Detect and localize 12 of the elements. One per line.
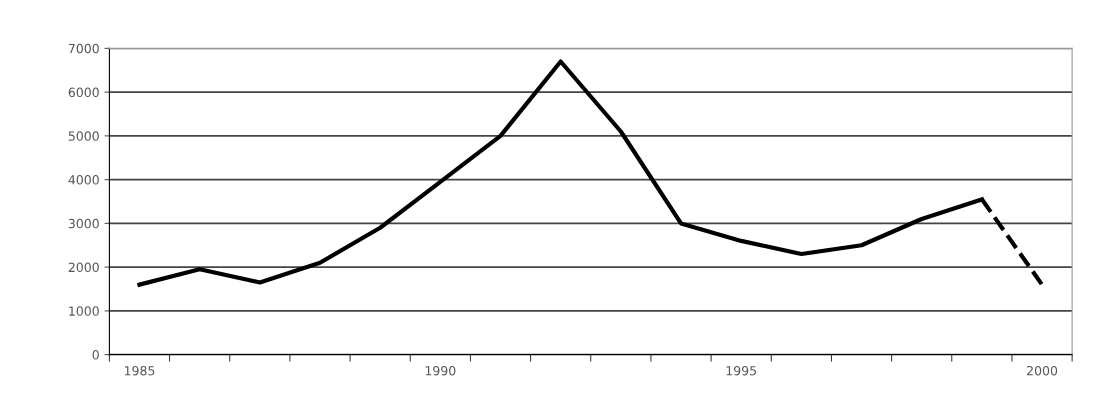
y-tick-label: 4000: [68, 175, 99, 185]
y-tick-label: 7000: [68, 43, 99, 54]
x-tick-label: 1995: [726, 365, 756, 376]
x-tick-label: 1990: [425, 365, 456, 376]
y-tick-label: 6000: [68, 87, 99, 98]
y-tick-label: 5000: [68, 131, 99, 141]
x-tick-label: 2000: [1027, 365, 1058, 376]
y-tick-label: 0: [92, 350, 99, 360]
y-tick-label: 2000: [68, 262, 99, 273]
y-tick-label: 1000: [69, 306, 99, 316]
y-tick-label: 3000: [68, 218, 99, 229]
x-tick-label: 1985: [124, 365, 155, 376]
